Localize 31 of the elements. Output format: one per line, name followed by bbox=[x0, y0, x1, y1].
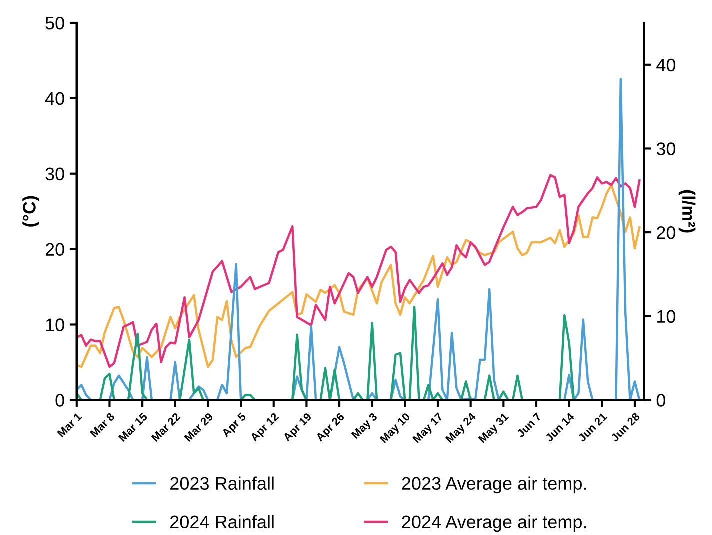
y-tick-label: 20 bbox=[46, 243, 64, 256]
x-tick-label: Mar 1 bbox=[57, 412, 82, 438]
y2-tick-label: 10 bbox=[658, 310, 676, 324]
y-tick-label: 10 bbox=[46, 318, 64, 332]
y-axis-title: (°C) bbox=[22, 196, 40, 227]
x-tick-label: Jun 21 bbox=[578, 412, 608, 443]
x-tick-label: Mar 29 bbox=[184, 412, 214, 442]
y-tick-label: 50 bbox=[46, 16, 64, 30]
legend-label: 2024 Average air temp. bbox=[402, 515, 586, 532]
x-tick-label: Apr 12 bbox=[250, 412, 281, 444]
x-tick-label: Jun 28 bbox=[610, 412, 641, 443]
legend-label: 2023 Rainfall bbox=[170, 476, 274, 490]
x-tick-label: Mar 22 bbox=[151, 412, 181, 442]
legend-label: 2024 Rainfall bbox=[170, 515, 274, 529]
y-tick-label: 40 bbox=[45, 92, 64, 106]
y2-tick-label: 30 bbox=[656, 142, 676, 156]
x-tick-label: Jun 14 bbox=[544, 412, 576, 443]
legend-label: 2023 Average air temp. bbox=[402, 476, 586, 494]
x-tick-label: Mar 15 bbox=[118, 412, 148, 442]
line-series bbox=[76, 78, 641, 400]
y2-tick-label: 20 bbox=[657, 226, 676, 240]
x-tick-label: Mar 8 bbox=[90, 412, 116, 438]
y2-tick-label: 0 bbox=[656, 394, 666, 407]
x-tick-label: Apr 5 bbox=[221, 412, 248, 440]
x-tick-label: Jun 7 bbox=[516, 412, 542, 438]
y2-tick-label: 40 bbox=[656, 58, 676, 72]
y-tick-label: 30 bbox=[46, 168, 64, 181]
x-tick-label: Apr 26 bbox=[315, 412, 347, 444]
x-tick-label: Apr 19 bbox=[282, 412, 314, 444]
y2-axis-title: (l/m²) bbox=[678, 190, 696, 233]
y-tick-label: 0 bbox=[56, 394, 64, 407]
